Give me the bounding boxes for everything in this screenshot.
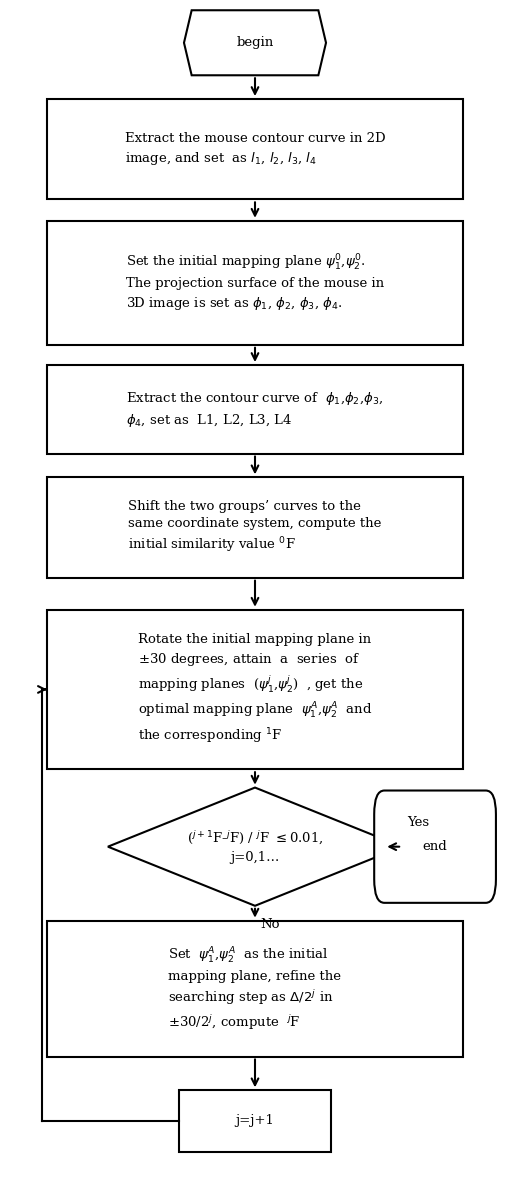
Text: Extract the contour curve of  $\phi_1$,$\phi_2$,$\phi_3$,
$\phi_4$, set as  L1, : Extract the contour curve of $\phi_1$,$\… — [126, 390, 383, 429]
Text: Extract the mouse contour curve in 2D
image, and set  as $l_1$, $l_2$, $l_3$, $l: Extract the mouse contour curve in 2D im… — [124, 132, 385, 167]
Text: Set the initial mapping plane $\psi_1^0$,$\psi_2^0$.
The projection surface of t: Set the initial mapping plane $\psi_1^0$… — [126, 254, 383, 312]
Text: begin: begin — [236, 37, 273, 50]
Text: end: end — [422, 840, 446, 853]
Text: Shift the two groups’ curves to the
same coordinate system, compute the
initial : Shift the two groups’ curves to the same… — [128, 500, 381, 555]
FancyBboxPatch shape — [47, 98, 462, 199]
Text: (${}^{j+1}$F-${}^j$F) / ${}^j$F $\leq$0.01,
j=0,1…: (${}^{j+1}$F-${}^j$F) / ${}^j$F $\leq$0.… — [186, 830, 323, 864]
Polygon shape — [108, 788, 401, 905]
Text: Set  $\psi_1^A$,$\psi_2^A$  as the initial
mapping plane, refine the
searching s: Set $\psi_1^A$,$\psi_2^A$ as the initial… — [168, 946, 341, 1032]
FancyBboxPatch shape — [179, 1090, 330, 1152]
FancyBboxPatch shape — [47, 478, 462, 578]
Text: No: No — [260, 917, 279, 930]
Polygon shape — [184, 11, 325, 76]
FancyBboxPatch shape — [47, 220, 462, 345]
Text: Yes: Yes — [406, 816, 429, 829]
FancyBboxPatch shape — [374, 790, 495, 903]
Text: j=j+1: j=j+1 — [235, 1114, 274, 1127]
FancyBboxPatch shape — [47, 921, 462, 1057]
FancyBboxPatch shape — [47, 609, 462, 769]
Text: Rotate the initial mapping plane in
$\pm$30 degrees, attain  a  series  of
mappi: Rotate the initial mapping plane in $\pm… — [137, 633, 372, 745]
FancyBboxPatch shape — [47, 365, 462, 454]
